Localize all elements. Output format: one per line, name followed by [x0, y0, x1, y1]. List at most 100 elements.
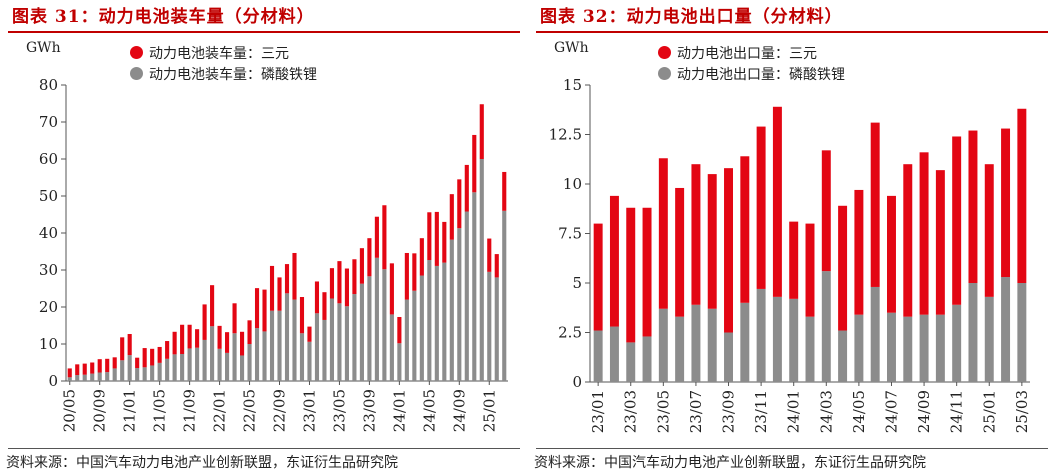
bar-ternary [120, 337, 125, 361]
x-tick-label: 25/03 [1013, 390, 1031, 433]
bar-lfp [195, 347, 200, 381]
bar-ternary [165, 341, 170, 359]
x-tick-label: 24/01 [785, 390, 803, 433]
x-tick-label: 23/05 [330, 389, 348, 432]
bar-lfp [968, 283, 978, 382]
bar-ternary [329, 268, 335, 299]
bar-ternary [105, 358, 110, 373]
bar-ternary [239, 331, 245, 356]
bar-lfp [821, 271, 831, 382]
bar-lfp [292, 299, 297, 381]
bar-lfp [935, 314, 945, 382]
bar-ternary [404, 252, 409, 300]
x-tick-label: 25/01 [480, 389, 498, 432]
x-tick-label: 22/01 [211, 389, 229, 432]
bar-lfp [487, 271, 492, 381]
bar-ternary [90, 362, 95, 374]
bar-lfp [707, 308, 717, 382]
dot-icon [658, 67, 671, 80]
dot-icon [130, 46, 143, 59]
bar-ternary [262, 289, 267, 332]
bar-ternary [67, 368, 72, 378]
x-tick-label: 23/09 [720, 390, 738, 433]
y-tick-label: 50 [39, 187, 58, 205]
x-tick-label: 24/07 [882, 390, 900, 433]
bar-lfp [254, 328, 260, 381]
y-tick-label: 0 [48, 372, 58, 390]
bar-lfp [352, 294, 357, 381]
bar-ternary [903, 164, 913, 317]
bar-lfp [805, 316, 815, 382]
bar-lfp [157, 362, 162, 381]
source-note: 资料来源：中国汽车动力电池产业创新联盟，东证衍生品研究院 [6, 455, 398, 471]
bar-ternary [789, 221, 799, 299]
y-tick-label: 10 [39, 335, 58, 353]
bar-ternary [502, 171, 507, 211]
y-tick-label: 70 [39, 113, 58, 131]
bar-ternary [135, 357, 140, 369]
bar-ternary [821, 150, 831, 272]
bar-lfp [277, 310, 282, 381]
bar-lfp [479, 159, 484, 381]
x-tick-label: 23/01 [589, 390, 607, 433]
bar-chart-installed: 0 10 20 30 40 50 60 70 80 20/05 20/09 21/01 21/05 21/… [39, 76, 508, 432]
bar-ternary [142, 348, 147, 368]
bar-lfp [202, 339, 207, 381]
chart-panel-left: 图表 31：动力电池装车量（分材料） GWh 动力电池装车量：三元 动力电池装车… [6, 7, 520, 471]
bar-ternary [217, 325, 222, 349]
y-tick-label: 20 [39, 298, 58, 316]
bar-ternary [854, 189, 864, 315]
bar-ternary [397, 316, 402, 344]
bar-lfp [952, 304, 962, 382]
bar-lfp [247, 344, 252, 381]
bar-ternary [412, 253, 417, 291]
bar-ternary [642, 207, 652, 337]
bar-lfp [120, 360, 125, 381]
x-tick-label: 23/11 [752, 390, 770, 433]
chart-panel-right: 图表 32：动力电池出口量（分材料） GWh 动力电池出口量：三元 动力电池出口… [528, 0, 1056, 476]
x-tick-label: 21/05 [151, 389, 169, 432]
bar-ternary [1001, 128, 1011, 278]
x-tick-label: 24/11 [948, 390, 966, 433]
bar-lfp [374, 257, 379, 381]
bar-lfp [232, 333, 237, 381]
bar-ternary [254, 288, 260, 329]
bar-lfp [870, 286, 880, 382]
bar-lfp [772, 296, 782, 382]
bar-lfp [165, 358, 170, 381]
bar-ternary [675, 187, 685, 317]
bar-lfp [789, 298, 799, 382]
bar-lfp [150, 365, 155, 381]
bar-ternary [838, 205, 848, 331]
bar-lfp [1001, 277, 1011, 382]
bar-ternary [195, 329, 200, 348]
bar-lfp [344, 306, 349, 381]
bar-lfp [740, 302, 750, 382]
bar-lfp [449, 239, 454, 381]
bar-ternary [157, 346, 162, 363]
bar-ternary [457, 179, 462, 229]
legend-label: 动力电池出口量：三元 [677, 45, 817, 62]
bar-lfp [412, 290, 417, 381]
bar-lfp [382, 269, 387, 381]
bar-ternary [172, 331, 177, 355]
legend-label: 动力电池装车量：三元 [149, 45, 289, 62]
bar-ternary [127, 334, 132, 356]
x-tick-label: 22/09 [271, 389, 289, 432]
bar-lfp [1017, 283, 1027, 382]
bar-ternary [247, 320, 252, 344]
bar-ternary [307, 326, 312, 342]
bar-ternary [427, 212, 432, 261]
bar-lfp [675, 316, 685, 382]
bar-ternary [389, 263, 394, 315]
bar-lfp [269, 310, 275, 381]
bar-ternary [740, 156, 750, 303]
bar-ternary [952, 136, 962, 305]
bar-lfp [262, 331, 267, 381]
bar-lfp [322, 319, 327, 381]
bar-ternary [269, 265, 275, 311]
x-tick-label: 24/03 [817, 390, 835, 433]
bar-ternary [442, 221, 447, 263]
y-tick-label: 2.5 [558, 324, 582, 342]
bar-lfp [427, 260, 432, 381]
